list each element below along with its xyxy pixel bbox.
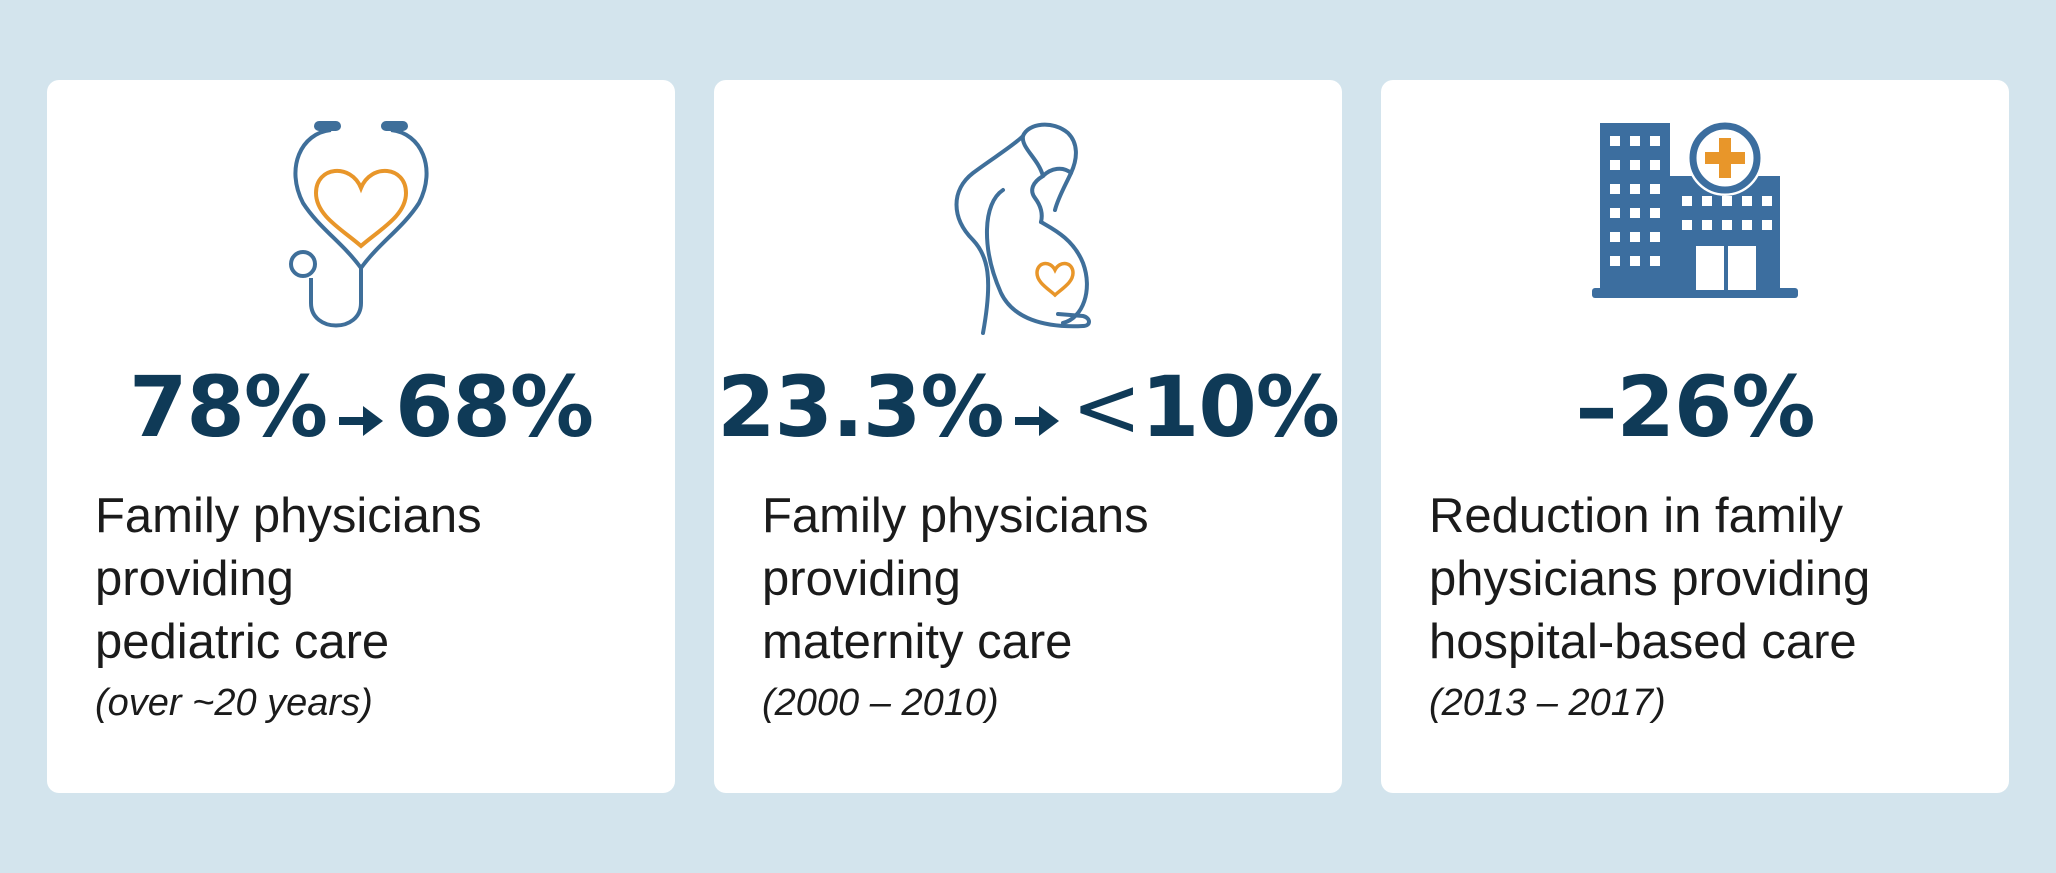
desc-line: hospital-based care (1429, 615, 1857, 669)
arrow-right-icon (1013, 359, 1061, 459)
pediatric-stat: 78% 68% (47, 357, 675, 467)
hospital-care-card: –26% Reduction in family physicians prov… (1381, 80, 2009, 793)
desc-line: Reduction in family (1429, 489, 1843, 543)
maternity-description: Family physicians providing maternity ca… (762, 485, 1322, 674)
hospital-stat: –26% (1575, 358, 1815, 456)
desc-line: physicians providing (1429, 552, 1871, 606)
stat-to: 68% (395, 358, 594, 456)
pediatric-care-card: 78% 68% Family physicians providing pedia… (47, 80, 675, 793)
stat-to: 10% (1140, 358, 1340, 456)
maternity-stat: 23.3% <10% (714, 357, 1342, 467)
pediatric-note: (over ~20 years) (95, 682, 373, 724)
hospital-note: (2013 – 2017) (1429, 682, 1666, 724)
desc-line: pediatric care (95, 615, 390, 669)
maternity-care-card: 23.3% <10% Family physicians providing ma… (714, 80, 1342, 793)
desc-line: providing (762, 552, 961, 606)
stethoscope-heart-icon (47, 118, 675, 418)
arrow-right-icon (337, 359, 385, 459)
hospital-building-icon (1381, 118, 2009, 418)
desc-line: providing (95, 552, 294, 606)
pregnant-woman-heart-icon (714, 118, 1342, 418)
pediatric-description: Family physicians providing pediatric ca… (95, 485, 655, 674)
hospital-description: Reduction in family physicians providing… (1429, 485, 1989, 674)
stat-from: 23.3% (717, 358, 1004, 456)
stat-from: 78% (128, 358, 328, 456)
less-than-sign: < (1071, 358, 1141, 456)
maternity-note: (2000 – 2010) (762, 682, 999, 724)
desc-line: maternity care (762, 615, 1073, 669)
desc-line: Family physicians (95, 489, 482, 543)
desc-line: Family physicians (762, 489, 1149, 543)
